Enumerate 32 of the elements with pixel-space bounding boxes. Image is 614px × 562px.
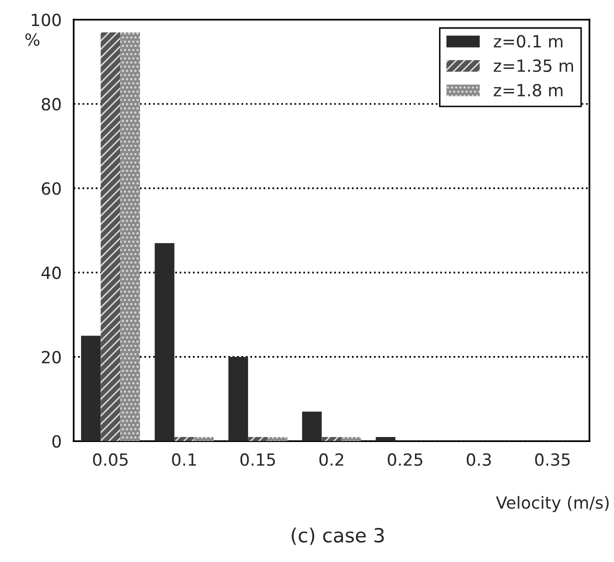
bar [228, 356, 248, 442]
bar [248, 436, 268, 442]
x-tick-label: 0.35 [535, 453, 570, 466]
y-tick-label: 60 [42, 182, 61, 195]
x-axis-title: Velocity (m/s) [496, 496, 609, 512]
x-tick-label: 0.15 [240, 453, 275, 466]
bar [174, 436, 194, 442]
legend-label: z=0.1 m [494, 34, 562, 48]
x-tick-label: 0.3 [466, 453, 491, 466]
y-tick-label: 80 [42, 98, 61, 111]
x-tick-label: 0.25 [388, 453, 422, 466]
bar [376, 436, 396, 442]
text: (c) case 3 [292, 528, 384, 545]
bar [100, 32, 120, 442]
y-tick-label: 40 [41, 266, 61, 280]
bar [302, 412, 322, 442]
y-axis-title: % [25, 33, 40, 46]
x-tick-label: 0.1 [172, 453, 196, 466]
y-tick-label: 100 [32, 14, 61, 26]
y-tick-label: 0 [52, 435, 61, 448]
x-tick-label: 0.2 [319, 453, 344, 466]
legend-label: z=1.35 m [494, 59, 574, 72]
bar [154, 243, 174, 442]
bar [268, 436, 288, 442]
legend-label: z=1.8 m [494, 84, 562, 96]
bar [341, 436, 362, 442]
bar [81, 336, 101, 442]
bar [194, 436, 214, 442]
bar [120, 32, 140, 442]
bar [322, 436, 342, 442]
x-tick-label: 0.05 [93, 453, 128, 466]
y-tick-label: 20 [42, 350, 61, 364]
